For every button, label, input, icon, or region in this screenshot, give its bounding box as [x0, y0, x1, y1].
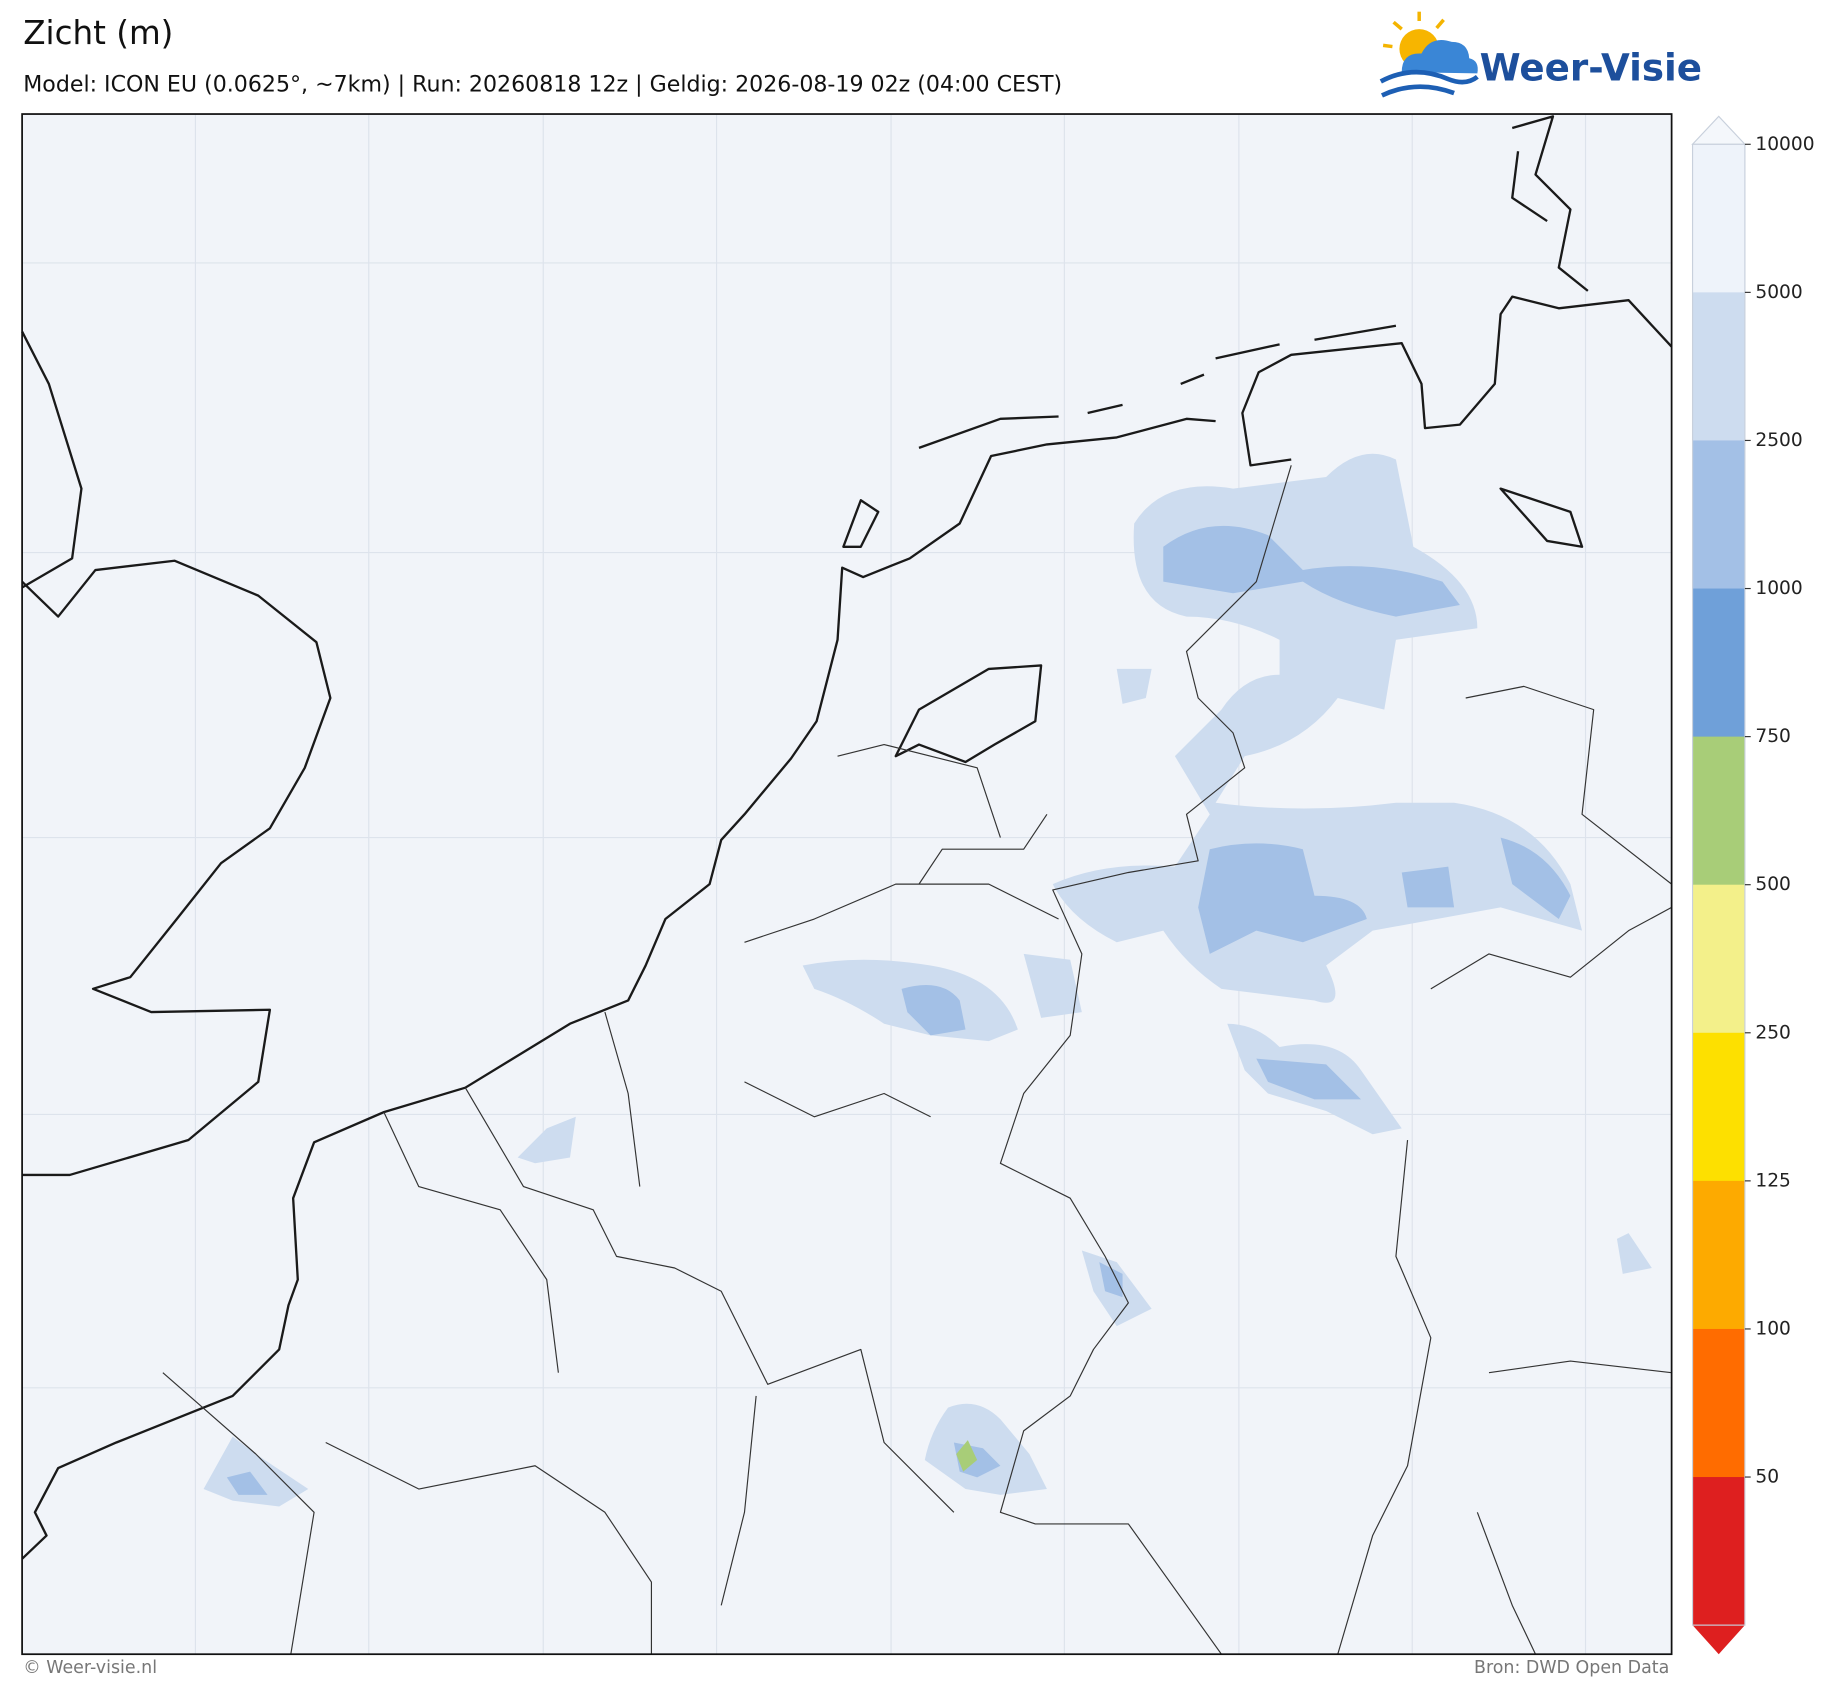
colorbar-label: 750 [1755, 726, 1791, 747]
colorbar-band [1692, 588, 1745, 738]
colorbar-under [1692, 1625, 1745, 1655]
colorbar-label: 250 [1755, 1022, 1791, 1043]
field-light [1052, 453, 1583, 1003]
colorbar-label: 5000 [1755, 282, 1802, 303]
colorbar-label: 10000 [1755, 134, 1814, 155]
colorbar-band [1692, 1477, 1745, 1626]
coastlines [21, 115, 1673, 1560]
colorbar-label: 2500 [1755, 430, 1802, 451]
colorbar-band [1692, 440, 1745, 590]
subtitle: Model: ICON EU (0.0625°, ~7km) | Run: 20… [23, 71, 1062, 97]
logo-text: Weer-Visie [1480, 45, 1702, 89]
field-mid-2 [901, 984, 966, 1036]
colorbar-label: 100 [1755, 1318, 1791, 1339]
logo-waves [1379, 69, 1479, 98]
map [21, 113, 1673, 1656]
colorbar-label: 125 [1755, 1170, 1791, 1191]
colorbar-band [1692, 1032, 1745, 1182]
field-mid-3 [1256, 1058, 1362, 1100]
colorbar-band [1692, 292, 1745, 442]
footer-right: Bron: DWD Open Data [1474, 1658, 1669, 1678]
colorbar-band [1692, 1180, 1745, 1330]
field-mid [1163, 525, 1571, 954]
colorbar-label: 1000 [1755, 578, 1802, 599]
field-green [956, 1440, 978, 1472]
map-frame [21, 113, 1673, 1656]
colorbar-band [1692, 736, 1745, 886]
title: Zicht (m) [23, 14, 173, 52]
colorbar-label: 50 [1755, 1467, 1779, 1488]
colorbar-band [1692, 884, 1745, 1034]
logo-sun-rays [1382, 11, 1445, 49]
colorbar: 10000 5000 2500 1000 750 500 250 125 100 50 [1691, 115, 1815, 1655]
colorbar-band [1692, 144, 1745, 293]
logo-cloud [1401, 40, 1478, 74]
logo: Weer-Visie [1379, 11, 1702, 98]
visibility-fields [203, 453, 1652, 1507]
footer-left: © Weer-visie.nl [23, 1658, 157, 1678]
borders [162, 465, 1672, 1655]
colorbar-band [1692, 1328, 1745, 1478]
colorbar-label: 500 [1755, 874, 1791, 895]
